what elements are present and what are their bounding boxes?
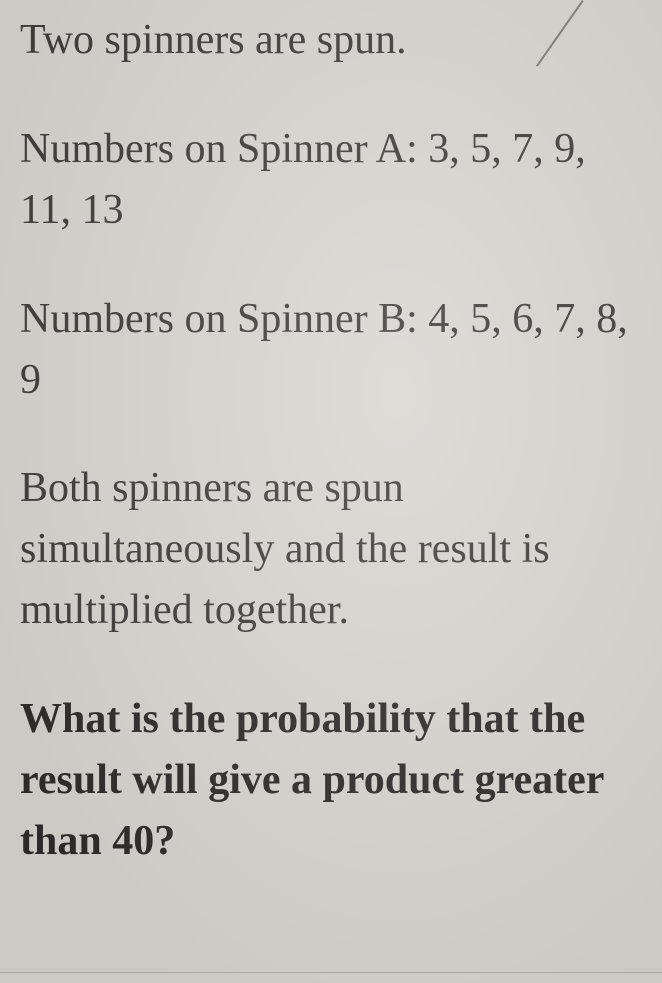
- spinner-a-line: Numbers on Spinner A: 3, 5, 7, 9, 11, 13: [20, 119, 637, 241]
- question-line: What is the probability that the result …: [20, 689, 637, 872]
- instruction-line: Both spinners are spun simultaneously an…: [20, 458, 637, 641]
- spinner-b-line: Numbers on Spinner B: 4, 5, 6, 7, 8, 9: [20, 289, 637, 411]
- problem-text-container: Two spinners are spun. Numbers on Spinne…: [20, 10, 637, 872]
- page-bottom-border: [0, 972, 662, 973]
